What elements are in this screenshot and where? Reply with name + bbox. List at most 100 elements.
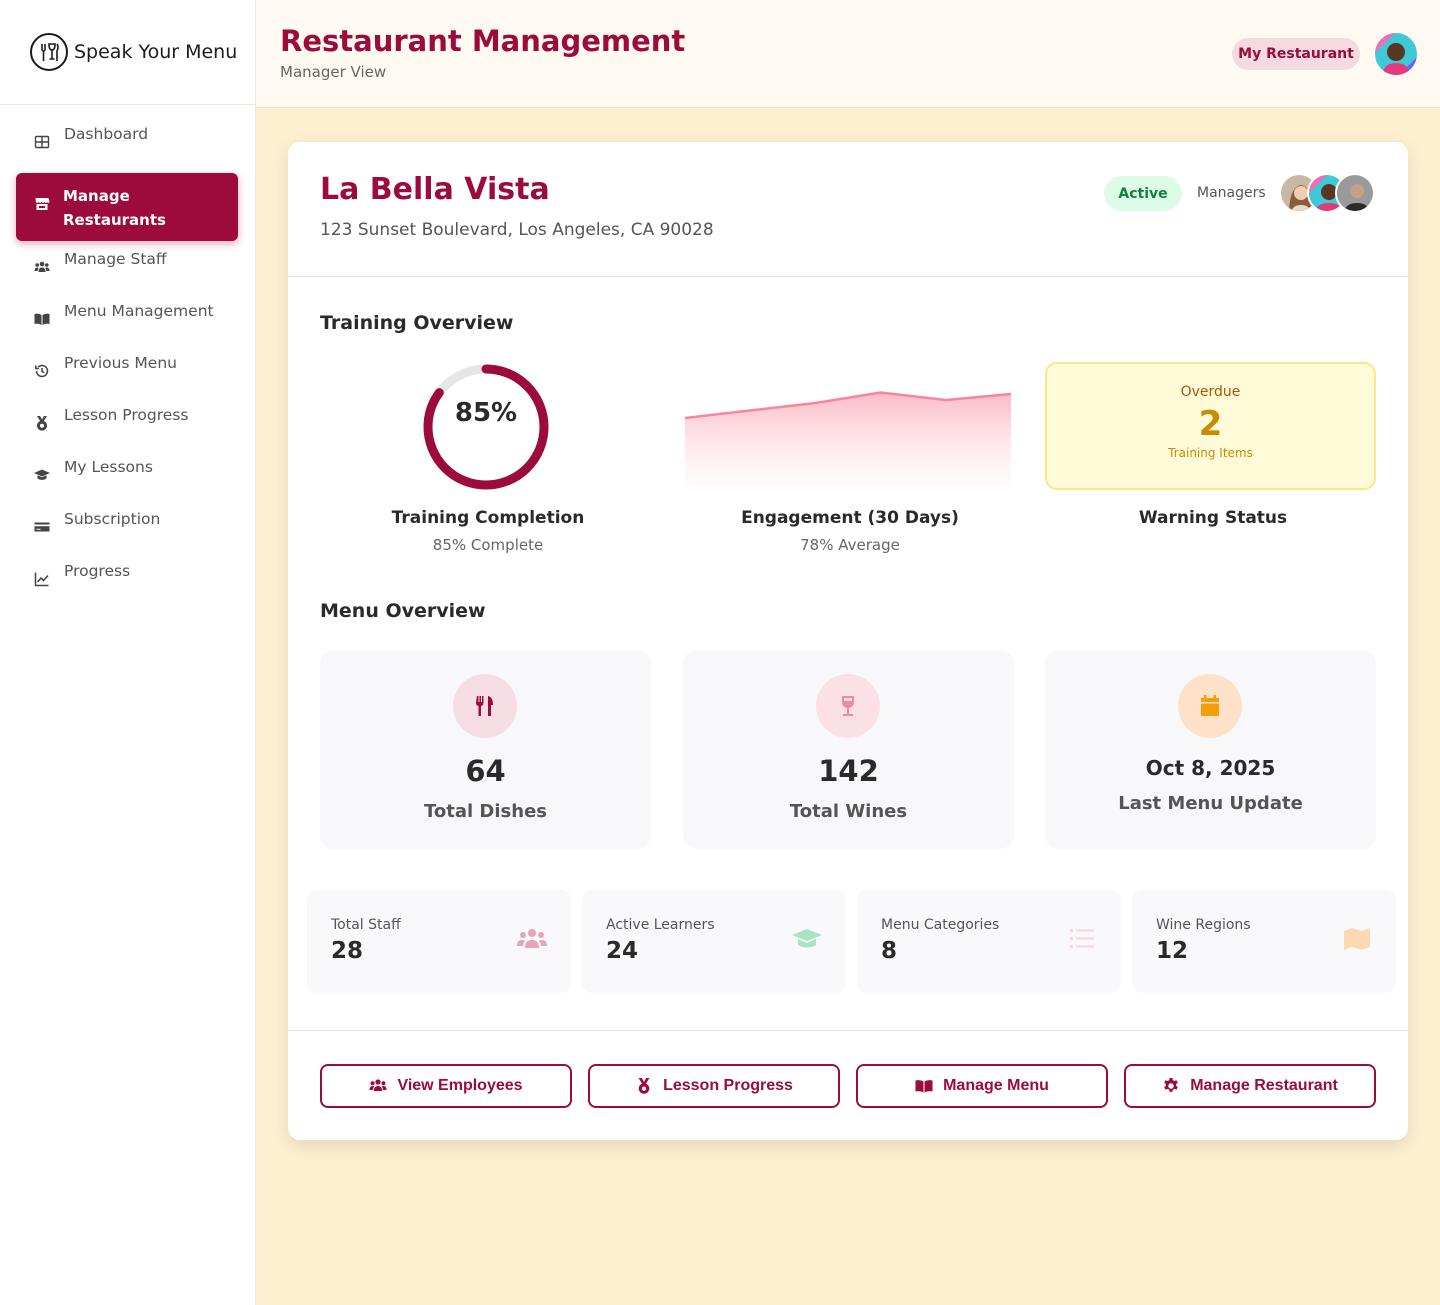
users-icon — [369, 1079, 387, 1091]
total-wines-card: 142 Total Wines — [683, 650, 1014, 849]
sidebar-item-progress[interactable]: Progress — [0, 556, 255, 608]
user-avatar[interactable] — [1375, 33, 1417, 75]
restaurant-address: 123 Sunset Boulevard, Los Angeles, CA 90… — [320, 220, 714, 240]
sidebar-item-manage-staff[interactable]: Manage Staff — [0, 244, 255, 296]
sidebar-item-label: Manage Restaurants — [63, 187, 166, 229]
app-logo[interactable]: Speak Your Menu — [0, 0, 255, 105]
restaurant-pill[interactable]: My Restaurant — [1232, 38, 1360, 70]
store-icon — [35, 198, 50, 210]
engagement-subtitle: 78% Average — [800, 536, 900, 554]
card-divider — [288, 1030, 1408, 1031]
engagement-title: Engagement (30 Days) — [741, 508, 959, 528]
total-dishes-card: 64 Total Dishes — [320, 650, 651, 849]
sidebar-item-subscription[interactable]: Subscription — [0, 504, 255, 556]
total-wines-label: Total Wines — [789, 801, 908, 822]
total-wines-value: 142 — [818, 754, 879, 788]
overdue-label: Overdue — [1180, 384, 1241, 400]
line-chart-icon — [34, 572, 49, 587]
last-update-label: Last Menu Update — [1118, 793, 1303, 814]
wine-regions-value: 12 — [1156, 938, 1189, 964]
menu-section-title: Menu Overview — [320, 600, 486, 622]
restaurant-name: La Bella Vista — [320, 172, 550, 207]
sidebar-item-label: Previous Menu — [64, 354, 177, 372]
view-employees-label: View Employees — [397, 1077, 523, 1094]
top-header: Restaurant Management Manager View My Re… — [256, 0, 1440, 108]
manage-restaurant-label: Manage Restaurant — [1190, 1077, 1338, 1094]
page-title: Restaurant Management — [280, 24, 686, 58]
menu-categories-stat: Menu Categories 8 — [857, 890, 1121, 993]
menu-categories-label: Menu Categories — [881, 917, 1000, 933]
warning-status-title: Warning Status — [1138, 508, 1288, 528]
utensils-icon — [453, 674, 517, 738]
engagement-line — [685, 391, 1011, 420]
sidebar-item-menu-management[interactable]: Menu Management — [0, 296, 255, 348]
sidebar-item-my-lessons[interactable]: My Lessons — [0, 452, 255, 504]
training-completion-subtitle: 85% Complete — [432, 536, 544, 554]
total-dishes-label: Total Dishes — [423, 801, 547, 822]
manage-restaurant-button[interactable]: Manage Restaurant — [1124, 1064, 1376, 1108]
training-section-title: Training Overview — [320, 312, 514, 334]
card-divider — [288, 276, 1408, 277]
history-icon — [35, 364, 49, 378]
list-icon — [1070, 929, 1094, 948]
last-update-value: Oct 8, 2025 — [1145, 756, 1276, 780]
training-completion-title: Training Completion — [391, 508, 585, 528]
calendar-icon — [1178, 674, 1242, 738]
graduation-cap-icon — [34, 469, 50, 480]
lesson-progress-label: Lesson Progress — [663, 1077, 793, 1094]
wine-regions-label: Wine Regions — [1156, 917, 1251, 933]
map-icon — [1344, 928, 1370, 950]
sidebar-nav: Dashboard Manage Restaurants Manage Staf… — [0, 105, 255, 608]
donut-progress-arc — [423, 364, 549, 490]
sidebar-item-label: Dashboard — [64, 125, 149, 143]
sidebar-item-previous-menu[interactable]: Previous Menu — [0, 348, 255, 400]
menu-categories-value: 8 — [881, 938, 898, 964]
users-icon — [34, 261, 50, 272]
medal-icon — [638, 1078, 650, 1094]
overdue-warning-box: Overdue 2 Training Items — [1045, 362, 1376, 490]
wine-regions-stat: Wine Regions 12 — [1132, 890, 1396, 993]
sidebar-item-label: Progress — [64, 562, 131, 580]
sidebar-item-label: Lesson Progress — [64, 406, 189, 424]
sidebar-item-manage-restaurants[interactable]: Manage Restaurants — [16, 173, 238, 241]
sidebar-item-label: Menu Management — [64, 302, 214, 320]
status-badge: Active — [1104, 176, 1182, 211]
sidebar: Speak Your Menu Dashboard Manage Restaur… — [0, 0, 256, 1305]
total-staff-label: Total Staff — [331, 917, 401, 933]
book-icon — [915, 1080, 933, 1093]
manager-avatar[interactable] — [1335, 173, 1375, 213]
page-subtitle: Manager View — [280, 63, 387, 81]
total-dishes-value: 64 — [465, 754, 506, 788]
sidebar-item-lesson-progress[interactable]: Lesson Progress — [0, 400, 255, 452]
sidebar-item-label: My Lessons — [64, 458, 153, 476]
logo-wine-utensils-icon — [30, 33, 68, 71]
active-learners-stat: Active Learners 24 — [582, 890, 846, 993]
overdue-count: 2 — [1198, 404, 1223, 444]
lesson-progress-button[interactable]: Lesson Progress — [588, 1064, 840, 1108]
active-learners-label: Active Learners — [606, 917, 715, 933]
medal-icon — [37, 416, 47, 431]
grid-icon — [34, 135, 50, 149]
last-update-card: Oct 8, 2025 Last Menu Update — [1045, 650, 1376, 849]
wine-glass-icon — [816, 674, 880, 738]
restaurant-card: La Bella Vista 123 Sunset Boulevard, Los… — [288, 142, 1408, 1140]
view-employees-button[interactable]: View Employees — [320, 1064, 572, 1108]
gear-icon — [1164, 1078, 1179, 1092]
sidebar-item-label: Manage Staff — [64, 250, 167, 268]
managers-label: Managers — [1197, 185, 1266, 201]
manage-menu-label: Manage Menu — [943, 1077, 1049, 1094]
credit-card-icon — [34, 522, 50, 532]
engagement-area-chart — [685, 391, 1011, 488]
graduation-cap-icon — [792, 929, 822, 948]
sidebar-item-dashboard[interactable]: Dashboard — [0, 119, 255, 171]
active-learners-value: 24 — [606, 938, 639, 964]
app-name: Speak Your Menu — [74, 41, 238, 63]
donut-value: 85% — [455, 398, 517, 428]
training-completion-donut: 85% — [423, 364, 549, 490]
overdue-items-label: Training Items — [1168, 446, 1253, 460]
total-staff-value: 28 — [331, 938, 364, 964]
sidebar-item-label: Subscription — [64, 510, 161, 528]
manage-menu-button[interactable]: Manage Menu — [856, 1064, 1108, 1108]
book-icon — [34, 313, 50, 325]
engagement-area — [685, 392, 1011, 488]
